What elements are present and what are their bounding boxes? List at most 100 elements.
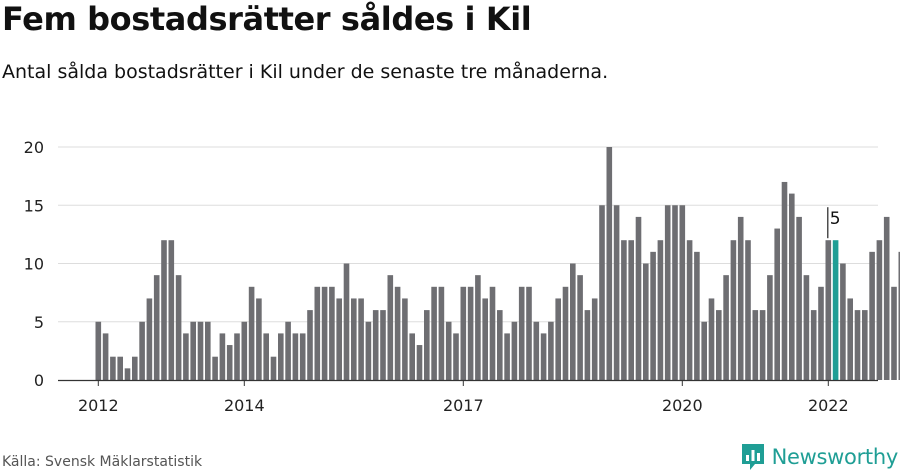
source-note: Källa: Svensk Mäklarstatistik bbox=[2, 454, 203, 470]
bar bbox=[489, 286, 496, 380]
bar bbox=[606, 147, 613, 380]
bars bbox=[95, 147, 900, 380]
brand-logo[interactable]: Newsworthy bbox=[740, 442, 898, 472]
bar bbox=[460, 286, 467, 380]
bar bbox=[526, 286, 532, 380]
bar bbox=[95, 321, 102, 380]
bar bbox=[635, 216, 642, 380]
y-tick-label: 5 bbox=[34, 313, 44, 332]
bar bbox=[891, 286, 897, 380]
bar bbox=[438, 286, 445, 380]
bar bbox=[591, 298, 598, 380]
x-tick-label: 2022 bbox=[808, 396, 849, 415]
bar bbox=[672, 205, 678, 380]
bar bbox=[548, 321, 554, 380]
bar bbox=[424, 310, 430, 380]
bar bbox=[139, 321, 145, 380]
bar bbox=[730, 240, 737, 380]
bar bbox=[358, 298, 364, 380]
bar bbox=[314, 286, 321, 380]
bar bbox=[796, 216, 802, 380]
bar bbox=[862, 310, 868, 380]
chart-subtitle: Antal sålda bostadsrätter i Kil under de… bbox=[2, 61, 609, 83]
bar bbox=[723, 275, 729, 380]
bar bbox=[854, 310, 861, 380]
bar bbox=[540, 333, 547, 380]
bar bbox=[409, 333, 415, 380]
bar bbox=[241, 321, 248, 380]
bar bbox=[380, 310, 386, 380]
bar bbox=[146, 298, 153, 380]
bar bbox=[613, 205, 620, 380]
bar bbox=[847, 298, 853, 380]
bar bbox=[161, 240, 167, 380]
x-tick-label: 2020 bbox=[662, 396, 703, 415]
bar bbox=[745, 240, 751, 380]
y-tick-label: 0 bbox=[34, 371, 44, 390]
y-tick-label: 10 bbox=[24, 255, 44, 274]
bar bbox=[387, 275, 394, 380]
bar bbox=[183, 333, 189, 380]
bar bbox=[664, 205, 671, 380]
bar bbox=[102, 333, 109, 380]
bar bbox=[555, 298, 561, 380]
bar bbox=[299, 333, 306, 380]
bar bbox=[467, 286, 474, 380]
bar bbox=[285, 321, 291, 380]
bar bbox=[840, 263, 846, 380]
bar bbox=[394, 286, 401, 380]
newsworthy-logo-icon bbox=[741, 444, 764, 470]
brand-name: Newsworthy bbox=[771, 445, 899, 469]
bar bbox=[431, 286, 437, 380]
bar bbox=[810, 310, 817, 380]
bar bbox=[789, 193, 795, 380]
bar bbox=[475, 275, 481, 380]
chart-title: Fem bostadsrätter såldes i Kil bbox=[2, 0, 532, 38]
bar bbox=[175, 275, 182, 380]
bar bbox=[818, 286, 824, 380]
bar bbox=[679, 205, 686, 380]
bar bbox=[832, 240, 839, 380]
bar bbox=[497, 310, 503, 380]
bar bbox=[694, 251, 700, 380]
bar bbox=[372, 310, 379, 380]
bar bbox=[621, 240, 627, 380]
bar bbox=[168, 240, 175, 380]
bar bbox=[402, 298, 408, 380]
bar bbox=[898, 251, 900, 380]
bar bbox=[774, 228, 780, 380]
bar bbox=[781, 181, 788, 380]
bar bbox=[599, 205, 605, 380]
bar bbox=[416, 345, 423, 380]
bar bbox=[226, 345, 233, 380]
y-tick-label: 15 bbox=[24, 196, 44, 215]
bar bbox=[110, 356, 116, 380]
y-tick-label: 20 bbox=[24, 138, 44, 157]
bar bbox=[132, 356, 138, 380]
bar bbox=[584, 310, 591, 380]
bar bbox=[205, 321, 211, 380]
x-tick-label: 2017 bbox=[443, 396, 484, 415]
bar bbox=[504, 333, 510, 380]
y-axis-ticks: 0 5 10 15 20 bbox=[24, 138, 44, 390]
bar bbox=[518, 286, 525, 380]
bar bbox=[752, 310, 759, 380]
bar bbox=[248, 286, 255, 380]
bar bbox=[562, 286, 569, 380]
bar bbox=[650, 251, 656, 380]
bar bbox=[234, 333, 240, 380]
bar bbox=[869, 251, 875, 380]
bar bbox=[263, 333, 269, 380]
bar-chart: 0 5 10 15 20 2012 2014 2017 2020 2022 5 bbox=[24, 138, 900, 415]
bar bbox=[759, 310, 766, 380]
bar bbox=[329, 286, 335, 380]
bar bbox=[212, 356, 218, 380]
bar bbox=[570, 263, 576, 380]
bar bbox=[365, 321, 372, 380]
bar bbox=[803, 275, 810, 380]
bar bbox=[657, 240, 664, 380]
bar bbox=[343, 263, 350, 380]
bar bbox=[767, 275, 773, 380]
bar bbox=[482, 298, 488, 380]
bar bbox=[708, 298, 715, 380]
